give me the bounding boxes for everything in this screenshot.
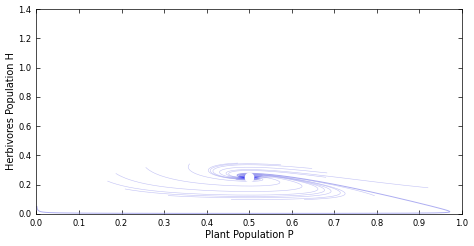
Y-axis label: Herbivores Population H: Herbivores Population H: [6, 52, 16, 170]
X-axis label: Plant Population P: Plant Population P: [205, 231, 293, 240]
